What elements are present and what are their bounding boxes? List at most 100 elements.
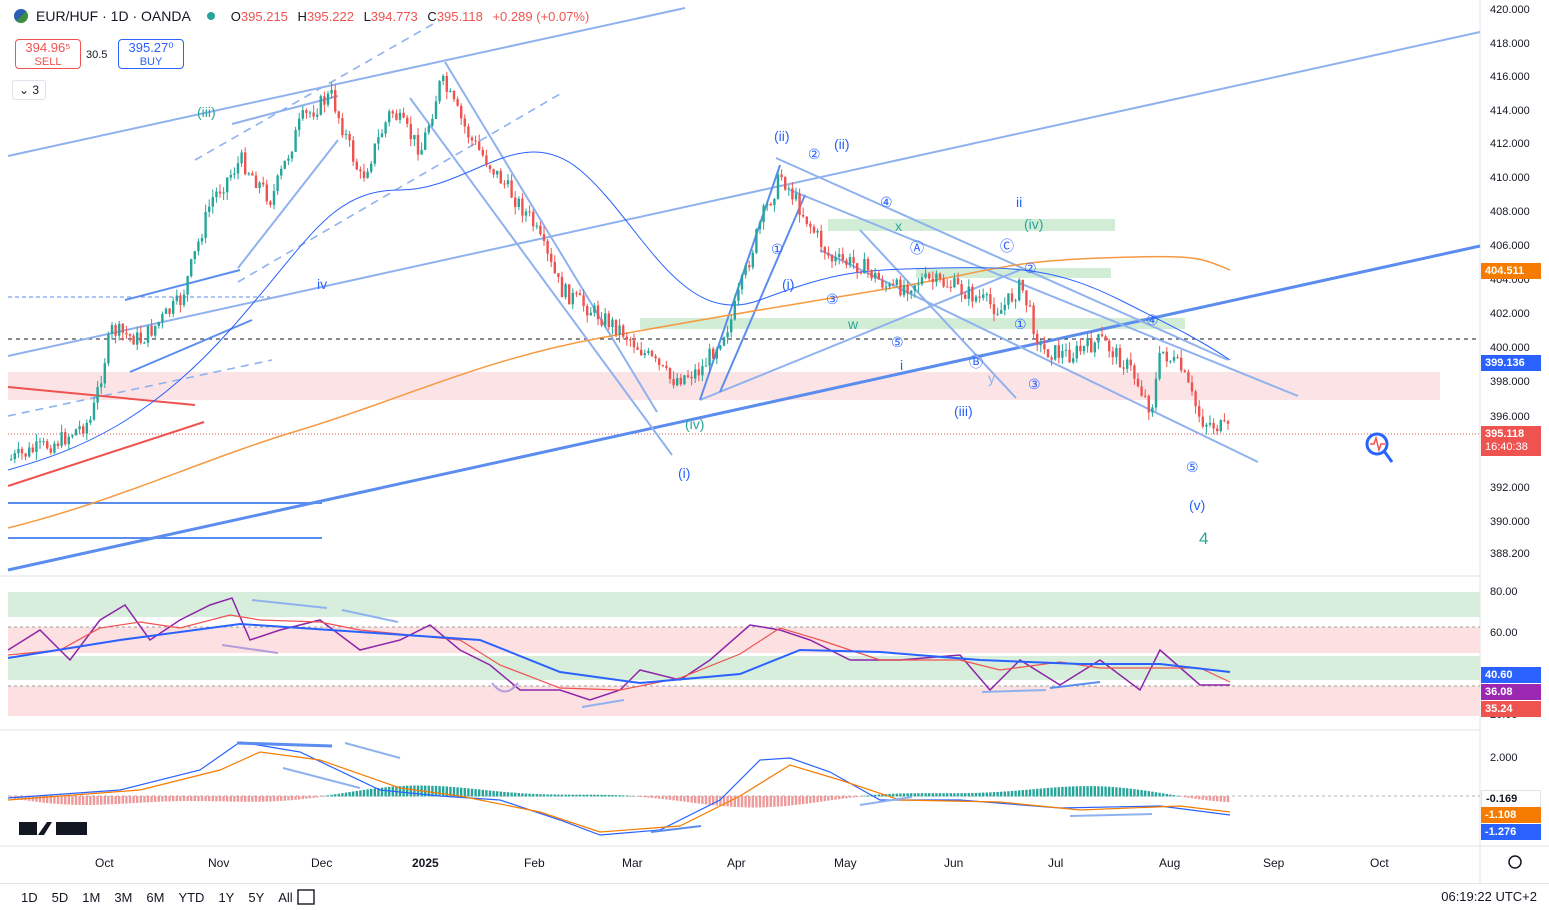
candle-body [654,356,657,359]
macd-bar [179,796,182,802]
macd-bar [974,792,978,797]
candle-body [704,365,708,367]
buy-price: 395.27⁰ [128,40,174,55]
utc-clock[interactable]: 06:19:22 UTC+2 [1441,889,1537,904]
wave-label: (ii) [834,136,850,152]
macd-bar [1054,787,1057,797]
macd-bar [406,785,409,797]
range-5y[interactable]: 5Y [248,889,265,905]
candle-body [276,175,279,192]
candle-body [452,91,456,100]
macd-bar [686,796,690,803]
macd-bar [758,796,762,808]
candle-body [38,441,42,443]
macd-bar [848,796,852,798]
candle-body [406,117,409,124]
macd-bar [434,785,438,797]
candle-body [1003,304,1006,311]
candle-body [971,286,974,302]
candle-body [978,296,981,298]
macd-bar [917,793,920,797]
macd-bar [733,796,736,807]
macd-bar [161,796,164,802]
macd-bar [517,793,520,797]
macd-bar [1111,786,1114,797]
macd-bar [503,791,506,797]
macd-bar [1136,789,1140,797]
macd-bar [510,792,513,797]
ohlc-values: O395.215 H395.222 L394.773 C395.118 +0.2… [230,8,590,24]
range-5d[interactable]: 5D [51,889,69,905]
macd-bar [38,796,42,803]
candle-body [1140,386,1143,396]
macd-bar [658,796,661,799]
buy-button[interactable]: 395.27⁰ BUY [118,39,184,69]
candle-body [359,169,362,172]
candle-body [1162,351,1165,354]
candle-body [222,192,225,194]
candle-body [668,367,672,379]
candle-body [229,174,232,178]
candle-body [380,133,384,138]
candle-body [42,441,45,443]
range-6m[interactable]: 6M [146,889,165,905]
sell-button[interactable]: 394.96⁵ SELL [15,39,81,69]
macd-bar [697,796,700,804]
candle-body [726,332,729,338]
macd-bar [888,793,891,797]
market-open-icon [206,12,215,20]
wave-label: ③ [1028,376,1041,392]
price-tick: 414.000 [1490,105,1530,117]
candle-body [485,155,488,166]
macd-bar [398,786,402,797]
candle-body [121,323,124,333]
candle-body [769,203,772,206]
candle-body [596,305,600,320]
symbol-header[interactable]: EUR/HUF · 1D · OANDA O395.215 H395.222 L… [14,8,595,24]
candle-body [420,149,423,155]
range-1d[interactable]: 1D [21,889,38,905]
macd-bar [438,786,441,797]
range-3m[interactable]: 3M [114,889,133,905]
macd-bar [859,796,862,797]
macd-bar [35,796,38,802]
macd-bar [272,796,276,802]
wave-label: w [848,316,859,332]
wave-label: Ⓒ [1000,238,1014,254]
wave-label: Ⓑ [969,354,983,370]
macd-bar [1021,790,1024,797]
candle-body [305,110,308,113]
macd-bar [1133,789,1136,797]
range-all[interactable]: All [278,889,293,905]
calendar-icon[interactable] [297,889,315,905]
range-1m[interactable]: 1M [82,889,101,905]
resistance-zone [8,372,1440,400]
macd-bar [154,796,157,802]
candle-body [1010,293,1014,302]
macd-bar [643,796,646,798]
price-tick: 420.000 [1490,4,1530,16]
macd-bar [769,796,772,808]
settings-gear-icon[interactable] [1508,855,1522,869]
range-ytd[interactable]: YTD [178,889,205,905]
indicators-toggle[interactable]: ⌄ 3 [12,80,47,100]
macd-bar [632,795,636,797]
candle-body [1097,334,1100,343]
symbol-title[interactable]: EUR/HUF · 1D · OANDA [36,8,191,24]
macd-bar [229,796,232,802]
candle-body [24,453,27,457]
zoom-search-icon[interactable] [1365,432,1394,463]
range-1y[interactable]: 1Y [218,889,235,905]
candle-body [1154,378,1158,408]
candle-body [575,292,578,294]
candle-body [805,216,808,224]
candle-body [28,447,31,457]
macd-bar [485,790,488,797]
candle-body [766,203,769,206]
macd-bar [668,796,672,800]
macd-bar [1025,789,1028,797]
candle-body [388,111,391,123]
candle-body [67,436,70,445]
macd-bar [942,793,945,797]
